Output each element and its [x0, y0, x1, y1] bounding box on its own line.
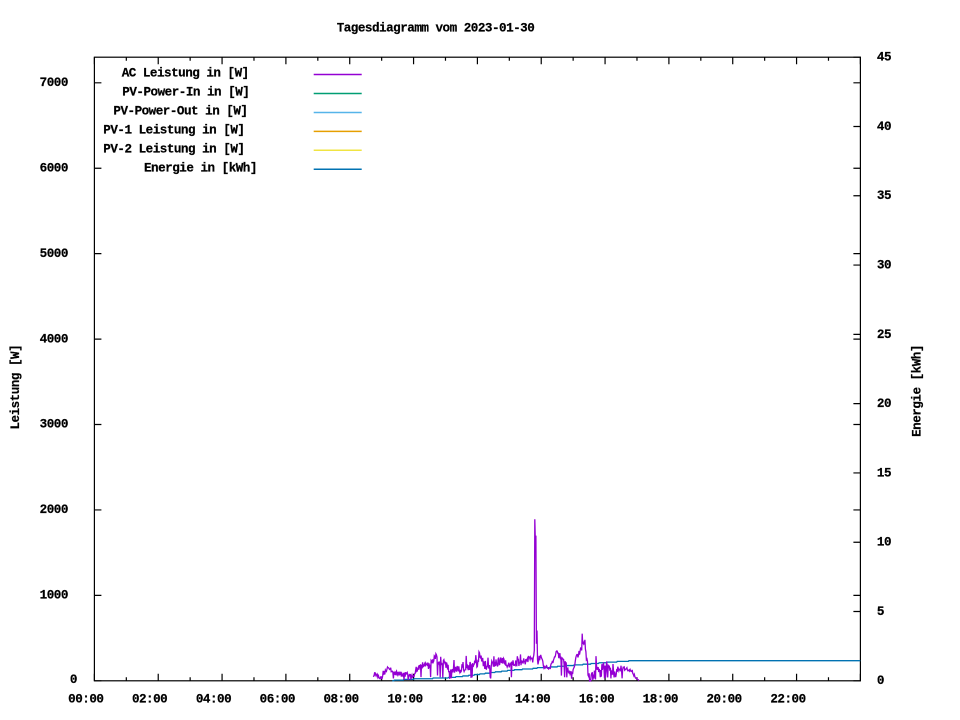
svg-text:Energie in [kWh]: Energie in [kWh]: [144, 161, 257, 175]
svg-text:1000: 1000: [40, 589, 68, 603]
svg-text:Leistung [W]: Leistung [W]: [9, 345, 23, 430]
svg-text:16:00: 16:00: [579, 693, 614, 707]
svg-text:12:00: 12:00: [451, 693, 486, 707]
svg-text:0: 0: [877, 674, 884, 688]
svg-text:02:00: 02:00: [132, 693, 167, 707]
svg-text:7000: 7000: [40, 76, 68, 90]
svg-text:45: 45: [877, 51, 891, 65]
svg-text:10: 10: [877, 536, 891, 550]
svg-text:0: 0: [70, 673, 77, 687]
svg-text:5: 5: [877, 605, 884, 619]
svg-text:08:00: 08:00: [323, 693, 358, 707]
svg-text:15: 15: [877, 466, 891, 480]
svg-text:25: 25: [877, 328, 891, 342]
svg-text:22:00: 22:00: [770, 693, 805, 707]
svg-text:00:00: 00:00: [68, 693, 103, 707]
svg-text:04:00: 04:00: [196, 693, 231, 707]
svg-text:Energie [kWh]: Energie [kWh]: [911, 345, 925, 437]
svg-text:PV-Power-Out in [W]: PV-Power-Out in [W]: [113, 105, 247, 119]
svg-text:30: 30: [877, 259, 891, 273]
svg-text:5000: 5000: [40, 247, 68, 261]
svg-text:PV-Power-In in [W]: PV-Power-In in [W]: [122, 86, 249, 100]
svg-text:PV-1 Leistung in [W]: PV-1 Leistung in [W]: [103, 124, 244, 138]
svg-text:AC Leistung in [W]: AC Leistung in [W]: [122, 67, 249, 81]
svg-text:18:00: 18:00: [643, 693, 678, 707]
svg-text:3000: 3000: [40, 418, 68, 432]
svg-text:14:00: 14:00: [515, 693, 550, 707]
svg-text:PV-2 Leistung in [W]: PV-2 Leistung in [W]: [103, 142, 244, 156]
svg-text:2000: 2000: [40, 503, 68, 517]
svg-text:20:00: 20:00: [706, 693, 741, 707]
svg-text:6000: 6000: [40, 161, 68, 175]
svg-text:20: 20: [877, 397, 891, 411]
svg-text:10:00: 10:00: [387, 693, 422, 707]
svg-text:40: 40: [877, 120, 891, 134]
svg-text:06:00: 06:00: [260, 693, 295, 707]
svg-text:Tagesdiagramm vom 2023-01-30: Tagesdiagramm vom 2023-01-30: [337, 21, 535, 35]
svg-text:35: 35: [877, 189, 891, 203]
svg-text:4000: 4000: [40, 332, 68, 346]
